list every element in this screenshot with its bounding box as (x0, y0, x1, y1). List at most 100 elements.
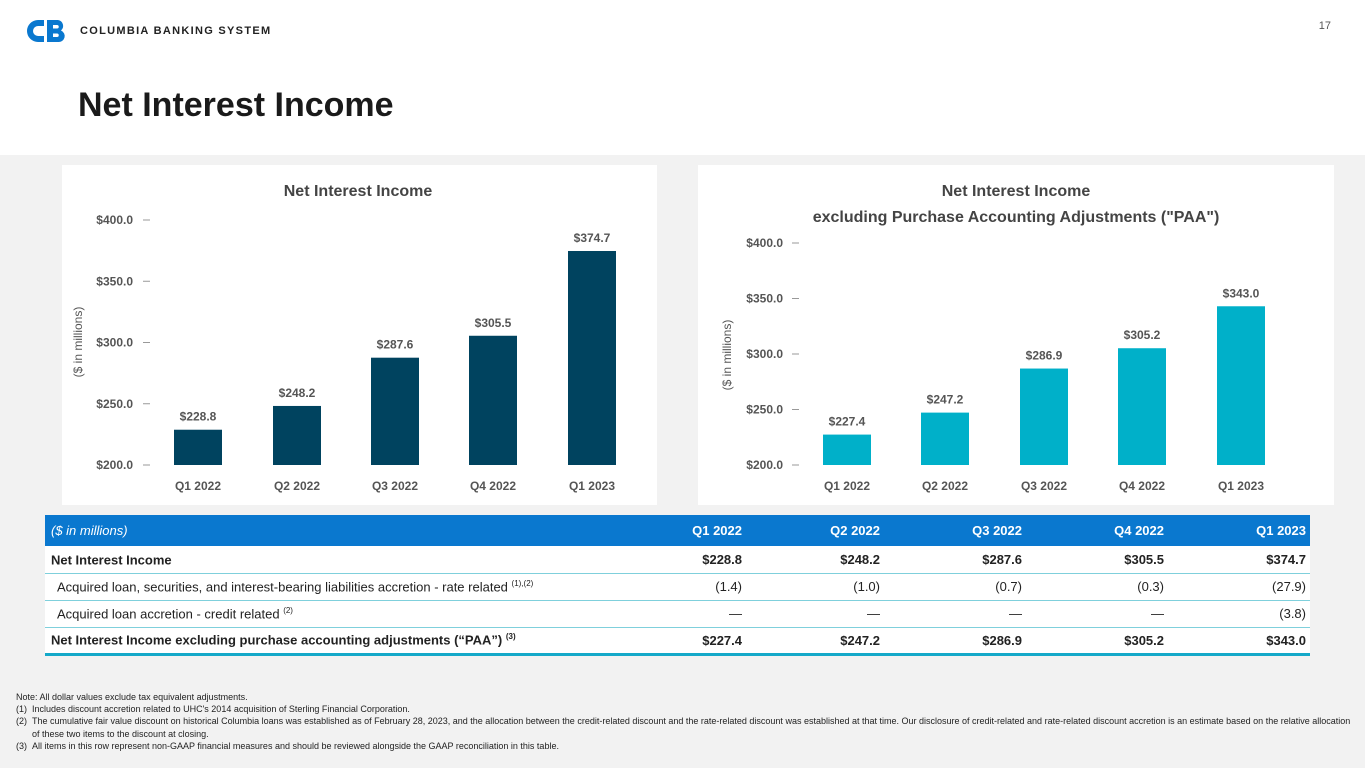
table-cell: $374.7 (1168, 546, 1310, 574)
x-tick-label: Q1 2023 (1218, 479, 1264, 493)
y-tick-label: $350.0 (746, 292, 783, 306)
bar (174, 429, 222, 465)
bar (469, 335, 517, 465)
footnote-ref: (2) (283, 605, 293, 615)
footnote-text: Includes discount accretion related to U… (32, 704, 410, 715)
footnote-ref: (3) (505, 632, 516, 642)
table-cell: $305.2 (1026, 627, 1168, 656)
chart-title: Net Interest Income (284, 183, 433, 200)
footnote-key: (1) (16, 704, 27, 715)
table-cell: $228.8 (614, 546, 746, 574)
x-tick-label: Q4 2022 (470, 479, 516, 493)
row-label-text: Net Interest Income (51, 551, 172, 567)
table-cell: (1.0) (746, 573, 884, 601)
footnotes: Note: All dollar values exclude tax equi… (16, 691, 1351, 752)
data-label: $227.4 (829, 415, 866, 429)
x-tick-label: Q1 2022 (175, 479, 221, 493)
data-label: $343.0 (1223, 286, 1260, 300)
row-label-text: Net Interest Income excluding purchase a… (51, 632, 503, 648)
footnote-text: The cumulative fair value discount on hi… (32, 716, 1351, 739)
column-header: Q2 2022 (746, 515, 884, 546)
bar (1118, 348, 1166, 465)
row-label: Net Interest Income excluding purchase a… (45, 627, 614, 656)
table-row: Acquired loan, securities, and interest-… (45, 573, 1310, 601)
x-tick-label: Q2 2022 (274, 479, 320, 493)
x-tick-label: Q1 2023 (569, 479, 615, 493)
reconciliation-table: ($ in millions) Q1 2022 Q2 2022 Q3 2022 … (45, 515, 1310, 656)
table-cell: — (884, 600, 1026, 628)
table-cell: $286.9 (884, 627, 1026, 656)
data-label: $247.2 (927, 393, 964, 407)
table-cell: $287.6 (884, 546, 1026, 574)
y-tick-label: $300.0 (96, 336, 133, 350)
data-label: $228.8 (180, 410, 217, 424)
table-header-row: ($ in millions) Q1 2022 Q2 2022 Q3 2022 … (45, 515, 1310, 546)
table-cell: $343.0 (1168, 627, 1310, 656)
data-label: $305.2 (1124, 328, 1161, 342)
row-label-text: Acquired loan, securities, and interest-… (57, 579, 508, 595)
table-cell: (27.9) (1168, 573, 1310, 601)
bar (823, 434, 871, 465)
bar (371, 357, 419, 465)
company-logo: COLUMBIA BANKING SYSTEM (26, 17, 271, 45)
row-label-text: Acquired loan accretion - credit related (57, 606, 280, 622)
cb-logo-icon (27, 20, 65, 43)
y-tick-label: $300.0 (746, 347, 783, 361)
x-tick-label: Q2 2022 (922, 479, 968, 493)
y-tick-label: $200.0 (96, 458, 133, 472)
y-axis-label: ($ in millions) (71, 307, 85, 378)
table-cell: (0.7) (884, 573, 1026, 601)
footnote-key: (3) (16, 740, 27, 751)
page-title: Net Interest Income (78, 86, 394, 124)
table-row: Net Interest Income excluding purchase a… (45, 627, 1310, 656)
table-cell: — (746, 600, 884, 628)
table-row: Net Interest Income $228.8 $248.2 $287.6 $3… (45, 546, 1310, 574)
table-row: Acquired loan accretion - credit related… (45, 600, 1310, 628)
y-axis-label: ($ in millions) (720, 320, 734, 391)
note-text: Note: All dollar values exclude tax equi… (16, 692, 248, 702)
x-tick-label: Q3 2022 (372, 479, 418, 493)
unit-label: ($ in millions) (45, 515, 614, 546)
company-name: COLUMBIA BANKING SYSTEM (80, 25, 272, 37)
chart-title: Net Interest Income (942, 183, 1091, 200)
bar (273, 405, 321, 465)
column-header: Q4 2022 (1026, 515, 1168, 546)
y-tick-label: $250.0 (746, 403, 783, 417)
table-cell: (3.8) (1168, 600, 1310, 628)
bar (921, 412, 969, 465)
row-label: Acquired loan, securities, and interest-… (45, 573, 614, 601)
data-label: $248.2 (279, 386, 316, 400)
chart-panel-left (62, 165, 657, 505)
bar (1020, 368, 1068, 465)
table-cell: $247.2 (746, 627, 884, 656)
table-cell: $305.5 (1026, 546, 1168, 574)
data-label: $305.5 (475, 316, 512, 330)
table-cell: (1.4) (614, 573, 746, 601)
y-tick-label: $400.0 (746, 236, 783, 250)
table-cell: — (1026, 600, 1168, 628)
data-label: $374.7 (574, 231, 611, 245)
x-tick-label: Q4 2022 (1119, 479, 1165, 493)
column-header: Q1 2022 (614, 515, 746, 546)
y-tick-label: $200.0 (746, 458, 783, 472)
x-tick-label: Q1 2022 (824, 479, 870, 493)
footnote-text: All items in this row represent non-GAAP… (32, 740, 559, 751)
page-number: 17 (1318, 20, 1331, 32)
data-label: $286.9 (1026, 349, 1063, 363)
footnote-ref: (1),(2) (511, 578, 534, 588)
footnote-key: (2) (16, 716, 27, 727)
row-label: Net Interest Income (45, 546, 614, 574)
y-tick-label: $250.0 (96, 397, 133, 411)
bar (568, 250, 616, 465)
row-label: Acquired loan accretion - credit related… (45, 600, 614, 628)
table-cell: — (614, 600, 746, 628)
y-tick-label: $350.0 (96, 274, 133, 288)
y-tick-label: $400.0 (96, 213, 133, 227)
table-cell: $248.2 (746, 546, 884, 574)
data-label: $287.6 (377, 338, 414, 352)
bar (1217, 306, 1265, 465)
table-cell: $227.4 (614, 627, 746, 656)
column-header: Q3 2022 (884, 515, 1026, 546)
table-cell: (0.3) (1026, 573, 1168, 601)
